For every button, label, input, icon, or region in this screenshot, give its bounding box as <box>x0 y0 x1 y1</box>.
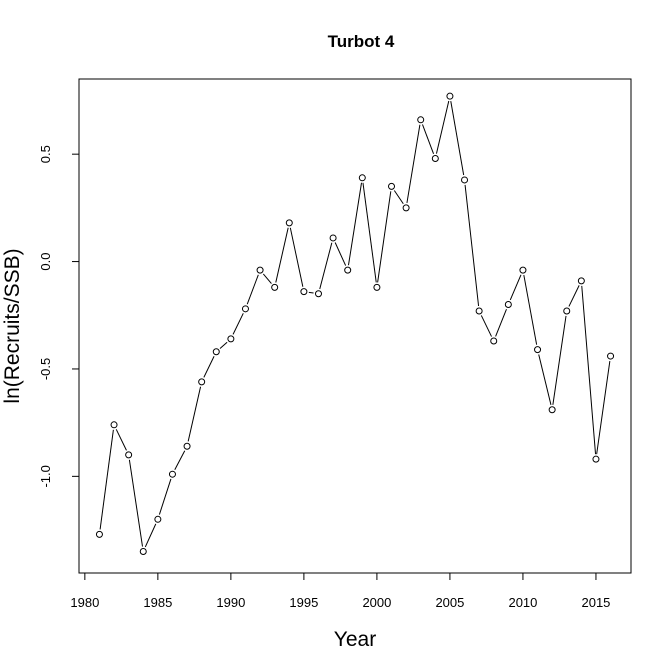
series-segment <box>262 273 272 284</box>
data-point <box>519 266 527 274</box>
data-point <box>95 530 103 538</box>
data-point <box>548 406 556 414</box>
series-segment <box>581 285 597 455</box>
series-segment <box>174 450 186 471</box>
series-segment <box>523 274 538 345</box>
data-point <box>271 283 279 291</box>
data-point <box>402 204 410 212</box>
data-point <box>475 307 483 315</box>
y-tick-label: -0.5 <box>38 358 53 380</box>
data-point <box>212 348 220 356</box>
series-segment <box>596 360 611 455</box>
series-segment <box>495 308 507 337</box>
series-segment <box>347 182 363 266</box>
y-axis-label: ln(Recruits/SSB) <box>1 248 24 403</box>
data-point <box>607 352 615 360</box>
series-segment <box>509 274 522 301</box>
data-point <box>563 307 571 315</box>
x-tick-label: 2015 <box>581 595 610 610</box>
series-segment <box>393 190 404 205</box>
x-tick-label: 2000 <box>362 595 391 610</box>
series-segment <box>275 227 289 283</box>
series-segment <box>552 315 567 405</box>
y-tick-label: 0.0 <box>38 253 53 271</box>
series-segment <box>246 274 259 305</box>
data-point <box>139 548 147 556</box>
plot-frame <box>78 78 632 574</box>
series-segment <box>464 184 480 307</box>
data-point <box>577 277 585 285</box>
series-segment <box>99 429 114 530</box>
data-points <box>95 92 615 556</box>
x-tick-label: 1985 <box>143 595 172 610</box>
series-segment <box>128 459 144 547</box>
data-point <box>329 234 337 242</box>
data-point <box>168 470 176 478</box>
data-point <box>241 305 249 313</box>
series-segment <box>144 523 157 548</box>
data-point <box>314 290 322 298</box>
data-point <box>285 219 293 227</box>
data-point <box>256 266 264 274</box>
x-axis-label: Year <box>334 628 376 651</box>
data-point <box>110 421 118 429</box>
x-tick-label: 1980 <box>70 595 99 610</box>
series-segment <box>377 191 392 283</box>
y-tick-label: -1.0 <box>38 465 53 487</box>
data-point <box>446 92 454 100</box>
y-tick-label: 0.5 <box>38 145 53 163</box>
x-tick-label: 1990 <box>216 595 245 610</box>
series-segment <box>568 285 580 307</box>
series-segment <box>115 429 127 451</box>
series-segment <box>289 227 304 287</box>
data-point <box>227 335 235 343</box>
x-tick-label: 1995 <box>289 595 318 610</box>
series-segment <box>187 386 202 442</box>
series-segment <box>232 313 244 335</box>
data-point <box>358 174 366 182</box>
data-point <box>300 288 308 296</box>
series-line <box>99 100 611 548</box>
data-point <box>461 176 469 184</box>
data-point <box>125 451 133 459</box>
data-point <box>373 283 381 291</box>
series-segment <box>450 101 465 176</box>
y-axis: -1.0 -0.5 0.0 0.5 <box>38 145 80 488</box>
data-point <box>417 116 425 124</box>
series-segment <box>362 182 377 283</box>
series-segment <box>158 478 172 515</box>
x-tick-label: 2010 <box>508 595 537 610</box>
data-point <box>431 154 439 162</box>
data-point <box>183 442 191 450</box>
series-segment <box>422 124 435 154</box>
x-tick-label: 2005 <box>435 595 464 610</box>
data-point <box>504 301 512 309</box>
data-point <box>388 182 396 190</box>
series-segment <box>435 100 450 154</box>
series-segment <box>219 341 228 349</box>
series-segment <box>538 354 552 406</box>
data-point <box>344 266 352 274</box>
series-segment <box>203 356 215 378</box>
series-segment <box>334 242 347 266</box>
series-segment <box>308 291 314 294</box>
data-point <box>592 455 600 463</box>
data-point <box>154 515 162 523</box>
chart-title: Turbot 4 <box>328 32 395 51</box>
x-axis: 1980 1985 1990 1995 2000 2005 2010 2015 <box>70 572 610 610</box>
series-segment <box>406 124 421 204</box>
series-segment <box>319 242 333 290</box>
data-point <box>534 346 542 354</box>
series-segment <box>480 315 492 337</box>
data-point <box>198 378 206 386</box>
data-point <box>490 337 498 345</box>
